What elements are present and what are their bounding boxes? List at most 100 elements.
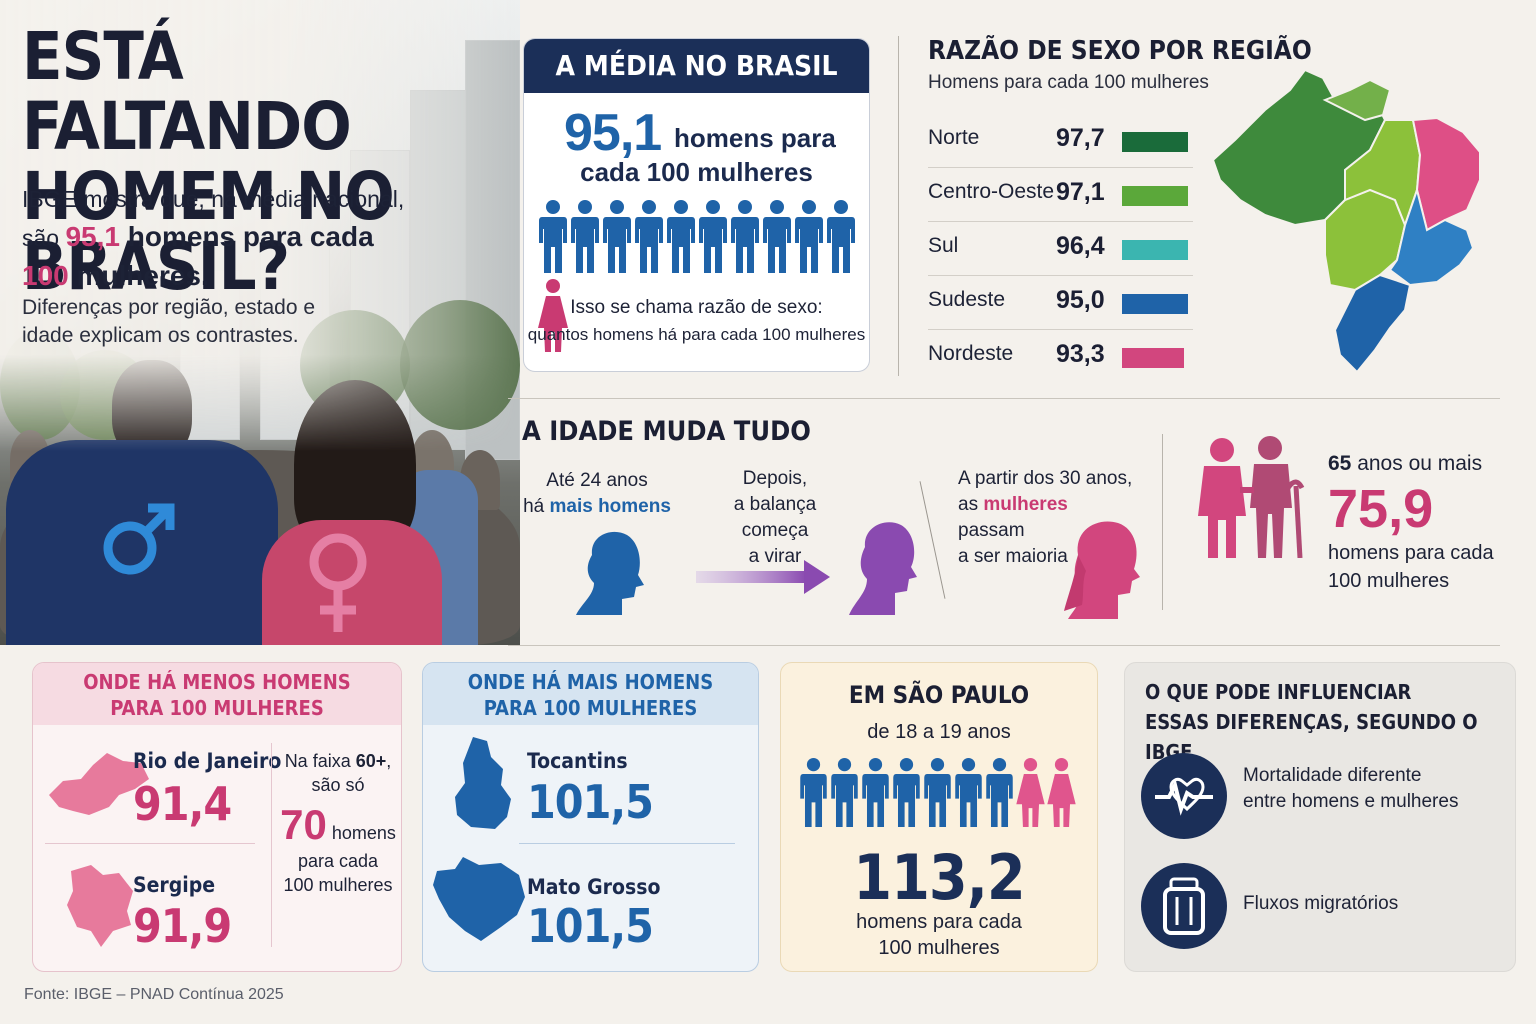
woman-icon [1062, 515, 1146, 619]
region-color-bar [1122, 348, 1184, 368]
state-value: 101,5 [527, 899, 654, 953]
man-icon [699, 200, 727, 273]
age-step-2-text: Depois, a balança começa a virar [733, 468, 817, 567]
region-row: Norte 97,7 [928, 114, 1193, 168]
man-icon [731, 200, 759, 273]
man-icon [800, 757, 827, 827]
state-name: Mato Grosso [527, 875, 661, 899]
luggage-icon [1141, 863, 1227, 949]
state-name: Tocantins [527, 749, 628, 773]
man-icon [986, 757, 1013, 827]
region-value: 97,1 [1056, 178, 1105, 206]
sao-paulo-card: EM SÃO PAULO de 18 a 19 anos 113,2 homen… [780, 662, 1098, 972]
age65-text: homens para cada [1328, 542, 1494, 564]
man-icon [667, 200, 695, 273]
man-icon [539, 200, 567, 273]
age-step-3-text: A partir dos 30 anos, as mulheres passam… [958, 468, 1133, 567]
mato-grosso-map-icon [431, 855, 531, 943]
card-heading: ONDE HÁ MENOS HOMENS PARA 100 MULHERES [33, 663, 401, 725]
people-icons-row [538, 199, 858, 352]
age-section-title: A IDADE MUDA TUDO [522, 416, 811, 447]
more-men-card: ONDE HÁ MAIS HOMENS PARA 100 MULHERES Toc… [422, 662, 759, 972]
region-name: Nordeste [928, 342, 1014, 365]
regions-subtitle: Homens para cada 100 mulheres [928, 72, 1209, 93]
man-icon [763, 200, 791, 273]
sp-value: 113,2 [853, 841, 1025, 914]
sergipe-map-icon [61, 861, 141, 951]
age-step-1-text: Até 24 anos há mais homens [523, 470, 671, 517]
region-value: 93,3 [1056, 340, 1105, 368]
note-line-2: quantos homens há para cada 100 mulheres [527, 325, 866, 344]
region-color-bar [1122, 294, 1188, 314]
tocantins-map-icon [451, 733, 517, 833]
man-icon [831, 757, 858, 827]
region-row: Sudeste 95,0 [928, 276, 1193, 330]
heartbeat-icon [1141, 753, 1227, 839]
region-color-bar [1122, 132, 1188, 152]
region-color-bar [1122, 186, 1188, 206]
card-subheading: de 18 a 19 anos [867, 721, 1011, 743]
lead-highlight-value: 95,1 [65, 221, 120, 252]
region-row: Sul 96,4 [928, 222, 1193, 276]
state-name: Rio de Janeiro [133, 749, 282, 773]
region-name: Norte [928, 126, 980, 149]
region-row: Nordeste 93,3 [928, 330, 1193, 384]
average-value: 95,1 [564, 104, 662, 162]
source-footer: Fonte: IBGE – PNAD Contínua 2025 [24, 986, 284, 1003]
man-icon [862, 757, 889, 827]
card-heading: O QUE PODE INFLUENCIAR ESSAS DIFERENÇAS, … [1145, 680, 1478, 764]
state-value: 91,4 [133, 777, 232, 831]
woman-icon [538, 279, 568, 352]
lead-text: IBGE mostra que, na média nacional, são … [22, 186, 405, 291]
state-value: 101,5 [527, 775, 654, 829]
map-region-sudeste [1388, 186, 1475, 287]
map-region-nordeste [1411, 116, 1481, 232]
map-region-sul [1333, 273, 1412, 374]
elderly-couple-icon [1196, 436, 1312, 559]
factor-text: Fluxos migratórios [1243, 893, 1399, 914]
man-icon [795, 200, 823, 273]
card-heading: EM SÃO PAULO [848, 681, 1030, 709]
region-name: Sudeste [928, 288, 1006, 311]
man-icon [955, 757, 982, 827]
adult-man-icon [845, 515, 925, 615]
regions-title: RAZÃO DE SEXO POR REGIÃO [928, 36, 1312, 66]
factor-text: Mortalidade diferente entre homens e mul… [1243, 765, 1459, 812]
young-man-icon [572, 525, 652, 615]
brazil-map [1205, 60, 1495, 380]
page-title: ESTÁ FALTANDO HOMEM NO BRASIL? [22, 18, 395, 305]
national-average-card: A MÉDIA NO BRASIL 95,1 homens para cada … [523, 38, 870, 372]
man-icon [827, 200, 855, 273]
man-icon [924, 757, 951, 827]
age65-text-2: 100 mulheres [1328, 570, 1450, 592]
man-icon [635, 200, 663, 273]
region-value: 97,7 [1056, 124, 1105, 152]
woman-icon [1047, 757, 1076, 827]
state-name: Sergipe [133, 873, 216, 897]
region-value: 95,0 [1056, 286, 1105, 314]
average-text: homens para [674, 123, 836, 153]
lead-subtext: Diferenças por região, estado e idade ex… [22, 296, 316, 347]
man-icon [571, 200, 599, 273]
region-value: 96,4 [1056, 232, 1105, 260]
influencing-factors-card: O QUE PODE INFLUENCIAR ESSAS DIFERENÇAS, … [1124, 662, 1516, 972]
woman-icon [1016, 757, 1045, 827]
state-value: 91,9 [133, 899, 232, 953]
man-icon [603, 200, 631, 273]
region-name: Centro-Oeste [928, 180, 1055, 203]
card-heading: A MÉDIA NO BRASIL [524, 39, 869, 93]
average-text-2: cada 100 mulheres [580, 157, 813, 187]
note-line: Isso se chama razão de sexo: [570, 297, 823, 318]
hero-photo [0, 0, 520, 645]
card-heading: ONDE HÁ MAIS HOMENS PARA 100 MULHERES [423, 663, 758, 725]
age65-value: 75,9 [1328, 479, 1434, 539]
sp-text-2: 100 mulheres [878, 937, 1000, 959]
arrow-right-icon [696, 558, 832, 596]
region-row: Centro-Oeste 97,1 [928, 168, 1193, 222]
man-icon [893, 757, 920, 827]
region-color-bar [1122, 240, 1188, 260]
rio-de-janeiro-map-icon [45, 745, 155, 825]
elderly-men-fact: Na faixa 60+, são só 70 homens para cada… [280, 751, 396, 895]
sp-text: homens para cada [856, 911, 1022, 933]
region-name: Sul [928, 234, 959, 257]
